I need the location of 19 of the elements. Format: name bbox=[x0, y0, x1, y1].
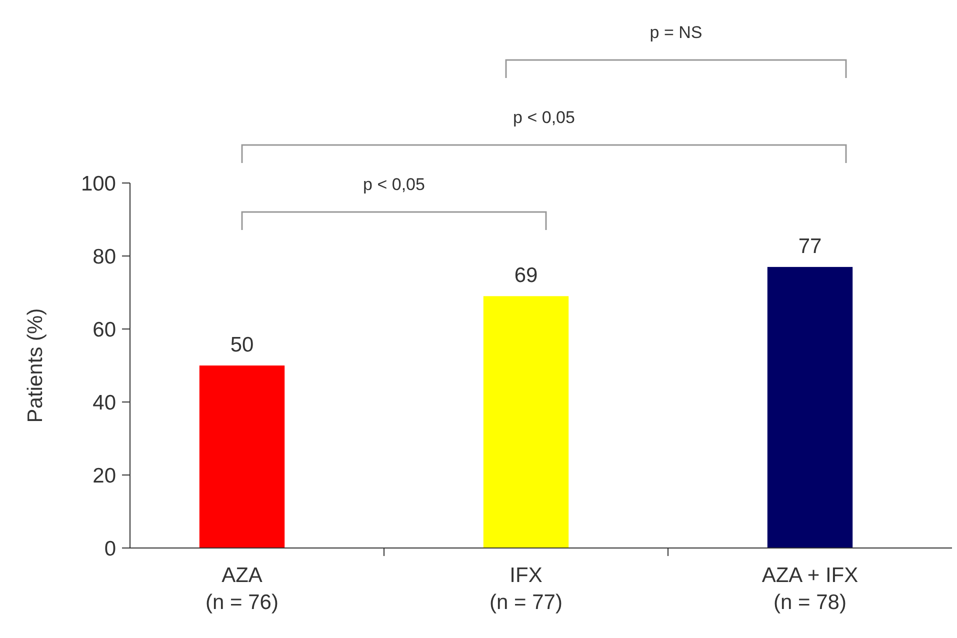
text: p = NS bbox=[650, 23, 702, 42]
y-tick-label: 20 bbox=[92, 464, 116, 488]
y-axis-title: Patients (%) bbox=[24, 308, 47, 423]
bar bbox=[483, 296, 569, 548]
text: p < 0,05 bbox=[513, 108, 575, 127]
bar bbox=[767, 266, 853, 548]
data-label: 69 bbox=[514, 264, 538, 288]
x-tick-label: AZA (n = 76) bbox=[206, 564, 278, 614]
data-label: 50 bbox=[230, 334, 254, 356]
data-label: 77 bbox=[798, 234, 822, 258]
annotation: p < 0,05 bbox=[363, 175, 425, 194]
y-tick-label: 0 bbox=[104, 537, 116, 560]
y-tick-label: 40 bbox=[92, 391, 116, 414]
x-tick-label: AZA + IFX (n = 78) bbox=[762, 564, 858, 614]
y-tick-label: 100 bbox=[80, 172, 116, 196]
x-tick-label: IFX (n = 77) bbox=[490, 564, 562, 614]
bar bbox=[199, 366, 285, 548]
y-tick-label: 60 bbox=[92, 318, 116, 342]
y-tick-label: 80 bbox=[92, 245, 116, 268]
